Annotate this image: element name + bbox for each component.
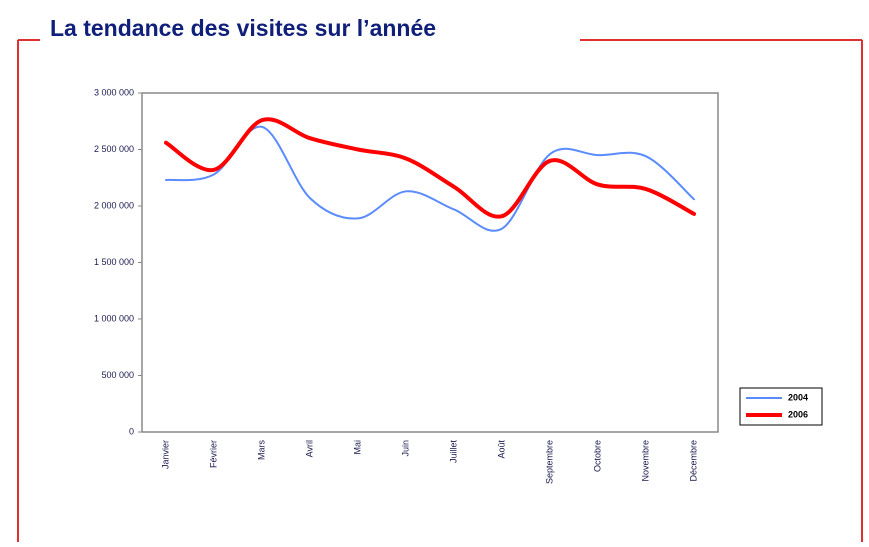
x-tick-label: Janvier <box>160 440 170 469</box>
y-tick-label: 500 000 <box>101 370 134 380</box>
x-tick-label: Mars <box>256 440 266 460</box>
legend-box <box>739 387 823 426</box>
line-2004 <box>165 125 695 232</box>
x-tick-label: Avril <box>304 440 314 457</box>
y-tick-label: 3 000 000 <box>94 87 134 97</box>
x-tick-label: Août <box>496 440 506 459</box>
x-tick-label: Juillet <box>448 440 458 464</box>
legend-label: 2006 <box>788 409 808 419</box>
y-tick-label: 0 <box>129 426 134 436</box>
y-tick-label: 2 000 000 <box>94 200 134 210</box>
x-tick-label: Mai <box>352 440 362 455</box>
x-tick-label: Juin <box>400 440 410 457</box>
x-tick-label: Décembre <box>688 440 698 482</box>
x-tick-label: Février <box>208 440 218 468</box>
y-tick-label: 2 500 000 <box>94 144 134 154</box>
y-tick-label: 1 500 000 <box>94 257 134 267</box>
chart-title: La tendance des visites sur l’année <box>50 15 436 41</box>
line-2006 <box>164 117 696 219</box>
legend-label: 2004 <box>788 392 808 402</box>
y-tick-label: 1 000 000 <box>94 313 134 323</box>
x-tick-label: Septembre <box>544 440 554 484</box>
x-tick-label: Octobre <box>592 440 602 472</box>
x-tick-label: Novembre <box>640 440 650 482</box>
frame <box>17 39 863 542</box>
